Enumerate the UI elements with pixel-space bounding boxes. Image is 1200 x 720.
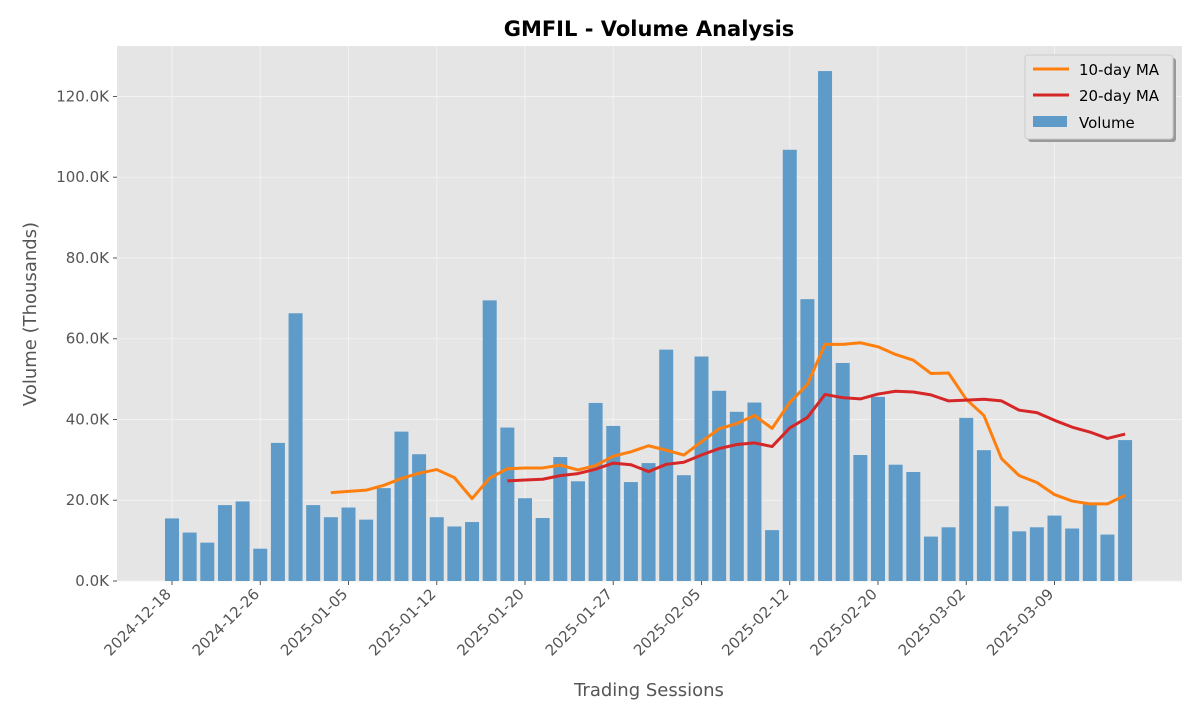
volume-bar	[518, 498, 532, 581]
volume-bar	[553, 457, 568, 581]
x-tick-label: 2025-03-02	[895, 585, 969, 659]
legend: 10-day MA 20-day MA Volume	[1024, 54, 1176, 142]
volume-bar	[588, 402, 603, 581]
legend-swatch-volume	[1033, 116, 1067, 127]
chart-title: GMFIL - Volume Analysis	[504, 17, 795, 41]
y-tick-label: 40.0K	[66, 410, 110, 428]
volume-bar	[1012, 531, 1027, 581]
volume-bar	[871, 396, 885, 581]
volume-bar	[182, 532, 197, 581]
volume-bar	[429, 517, 444, 581]
volume-bar	[412, 454, 427, 581]
volume-bar	[941, 527, 956, 581]
legend-label-10-day-ma: 10-day MA	[1079, 61, 1160, 79]
volume-bar	[923, 536, 938, 581]
volume-bar	[535, 518, 550, 581]
ma20-line	[507, 389, 1126, 483]
volume-bar	[394, 431, 409, 581]
ma10-line	[330, 341, 1126, 506]
volume-bar	[359, 519, 374, 581]
volume-bar	[1065, 528, 1080, 581]
x-axis-label: Trading Sessions	[573, 680, 724, 701]
y-tick-label: 0.0K	[75, 572, 110, 590]
volume-bar	[800, 299, 815, 581]
y-axis: 0.0K 20.0K 40.0K 60.0K 80.0K 100.0K 120.0K	[56, 87, 117, 590]
volume-bar	[747, 402, 762, 581]
volume-bar	[729, 411, 744, 581]
volume-bar	[1082, 504, 1097, 581]
volume-bar	[323, 517, 338, 581]
volume-bar	[447, 526, 462, 581]
volume-bar	[818, 71, 833, 581]
volume-bar	[1100, 534, 1115, 581]
volume-bar	[570, 481, 585, 581]
volume-bar	[217, 505, 232, 581]
x-axis: 2024-12-18 2024-12-26 2025-01-05 2025-01-12…	[100, 581, 1057, 659]
volume-bar	[641, 463, 656, 581]
volume-bar	[853, 455, 868, 581]
volume-bar	[835, 362, 850, 581]
x-tick-label: 2025-03-09	[983, 585, 1057, 659]
x-tick-label: 2025-02-12	[718, 585, 792, 659]
volume-bar	[606, 425, 621, 581]
y-tick-label: 120.0K	[56, 87, 110, 105]
y-tick-label: 20.0K	[66, 491, 110, 509]
volume-bar	[694, 356, 709, 581]
y-axis-label: Volume (Thousands)	[20, 222, 41, 406]
legend-label-20-day-ma: 20-day MA	[1079, 87, 1160, 105]
volume-bar	[376, 488, 391, 581]
volume-bar	[1029, 527, 1044, 581]
volume-bar	[623, 482, 638, 581]
x-tick-label: 2025-02-05	[630, 585, 704, 659]
x-tick-label: 2025-02-20	[806, 585, 880, 659]
volume-bar	[253, 548, 268, 581]
volume-bar	[465, 522, 480, 581]
volume-bars	[165, 71, 1133, 581]
x-tick-label: 2025-01-12	[365, 585, 439, 659]
volume-bar	[1047, 515, 1062, 581]
volume-bar	[782, 149, 797, 581]
x-tick-label: 2024-12-26	[189, 585, 263, 659]
x-tick-label: 2024-12-18	[100, 585, 174, 659]
volume-bar	[306, 505, 321, 581]
volume-bar	[676, 475, 691, 581]
volume-bar	[500, 427, 515, 581]
volume-bar	[888, 464, 903, 581]
volume-bar	[1118, 440, 1133, 581]
volume-bar	[341, 507, 356, 581]
volume-bar	[712, 390, 727, 581]
y-tick-label: 60.0K	[66, 330, 110, 348]
x-tick-label: 2025-01-05	[277, 585, 351, 659]
y-tick-label: 80.0K	[66, 249, 110, 267]
x-tick-label: 2025-01-20	[453, 585, 527, 659]
volume-bar	[976, 450, 991, 581]
volume-bar	[765, 530, 780, 581]
volume-bar	[906, 471, 921, 581]
volume-bar	[200, 542, 215, 581]
moving-average-lines	[330, 341, 1126, 506]
volume-bar	[270, 442, 285, 581]
volume-bar	[288, 313, 303, 581]
volume-bar	[482, 300, 497, 581]
y-tick-label: 100.0K	[56, 168, 110, 186]
x-tick-label: 2025-01-27	[542, 585, 616, 659]
volume-bar	[235, 501, 250, 581]
legend-label-volume: Volume	[1079, 114, 1135, 132]
volume-bar	[165, 518, 179, 581]
volume-bar	[959, 417, 974, 581]
volume-bar	[994, 506, 1009, 581]
